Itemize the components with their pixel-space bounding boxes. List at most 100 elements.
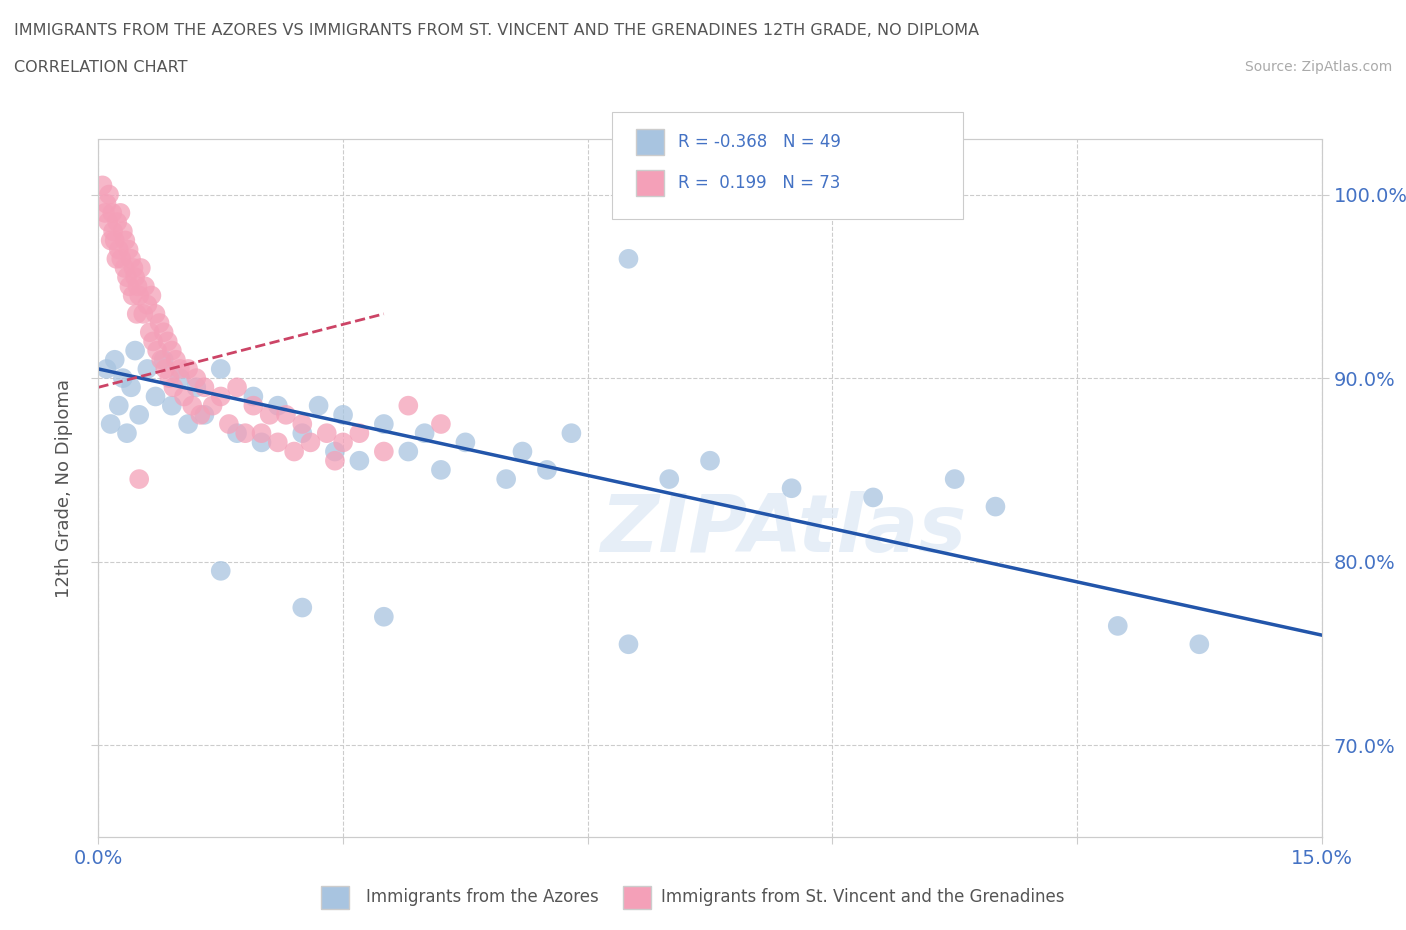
Point	[128, 288, 150, 303]
Point	[141, 288, 163, 303]
Text: ZIPAtlas: ZIPAtlas	[600, 491, 966, 569]
Point	[142, 334, 165, 349]
Point	[110, 206, 132, 220]
Point	[267, 398, 290, 413]
Point	[122, 260, 145, 275]
Point	[209, 389, 232, 404]
Point	[560, 426, 582, 441]
Point	[128, 407, 150, 422]
Point	[155, 362, 177, 377]
Point	[125, 307, 148, 322]
Point	[162, 379, 184, 394]
Point	[115, 426, 138, 441]
Point	[149, 315, 172, 330]
Text: Immigrants from St. Vincent and the Grenadines: Immigrants from St. Vincent and the Gren…	[661, 888, 1064, 907]
Point	[186, 379, 208, 394]
Point	[209, 564, 232, 578]
Text: Source: ZipAtlas.com: Source: ZipAtlas.com	[1244, 60, 1392, 74]
Point	[136, 362, 159, 377]
Point	[373, 417, 395, 432]
Point	[91, 178, 114, 193]
Text: R =  0.199   N = 73: R = 0.199 N = 73	[678, 174, 839, 193]
Point	[226, 426, 249, 441]
Point	[291, 426, 314, 441]
Point	[134, 279, 156, 294]
Point	[291, 600, 314, 615]
Point	[104, 233, 127, 248]
Point	[242, 389, 264, 404]
Point	[617, 637, 640, 652]
Point	[160, 398, 183, 413]
Point	[373, 609, 395, 624]
Point	[242, 398, 264, 413]
Point	[101, 224, 124, 239]
Point	[124, 270, 146, 285]
Point	[188, 407, 212, 422]
Point	[373, 445, 395, 459]
Point	[105, 251, 128, 266]
Point	[454, 435, 477, 450]
Point	[98, 187, 121, 202]
Point	[315, 426, 337, 441]
Point	[430, 417, 453, 432]
Point	[173, 389, 195, 404]
Point	[250, 435, 273, 450]
Point	[128, 472, 150, 486]
Point	[132, 307, 155, 322]
Point	[396, 445, 419, 459]
Point	[349, 426, 371, 441]
Point	[193, 407, 215, 422]
Point	[136, 298, 159, 312]
Point	[111, 224, 134, 239]
Text: Immigrants from the Azores: Immigrants from the Azores	[366, 888, 599, 907]
Point	[323, 453, 346, 468]
Point	[699, 453, 721, 468]
Point	[943, 472, 966, 486]
Point	[96, 362, 118, 377]
Point	[181, 398, 204, 413]
Point	[267, 435, 290, 450]
Point	[110, 251, 132, 266]
Point	[201, 398, 224, 413]
Point	[120, 379, 142, 394]
Point	[323, 445, 346, 459]
Point	[157, 371, 180, 386]
Text: R = -0.368   N = 49: R = -0.368 N = 49	[678, 133, 841, 152]
Point	[97, 215, 120, 230]
Point	[160, 343, 183, 358]
Point	[118, 279, 141, 294]
Point	[536, 462, 558, 477]
Point	[104, 352, 127, 367]
Point	[96, 196, 118, 211]
Point	[430, 462, 453, 477]
Point	[169, 371, 191, 386]
Point	[512, 445, 534, 459]
Point	[658, 472, 681, 486]
Point	[165, 352, 187, 367]
Point	[129, 260, 152, 275]
Point	[121, 288, 143, 303]
Point	[146, 343, 169, 358]
Point	[209, 362, 232, 377]
Point	[218, 417, 240, 432]
Point	[1188, 637, 1211, 652]
Point	[169, 362, 191, 377]
Point	[193, 379, 215, 394]
Point	[117, 242, 139, 257]
Point	[101, 206, 124, 220]
Point	[233, 426, 256, 441]
Point	[259, 407, 281, 422]
Point	[349, 453, 371, 468]
Point	[862, 490, 884, 505]
Point	[111, 371, 134, 386]
Text: CORRELATION CHART: CORRELATION CHART	[14, 60, 187, 75]
Point	[291, 417, 314, 432]
Point	[226, 379, 249, 394]
Point	[413, 426, 436, 441]
Text: IMMIGRANTS FROM THE AZORES VS IMMIGRANTS FROM ST. VINCENT AND THE GRENADINES 12T: IMMIGRANTS FROM THE AZORES VS IMMIGRANTS…	[14, 23, 979, 38]
Point	[1107, 618, 1129, 633]
Point	[150, 352, 173, 367]
Point	[299, 435, 322, 450]
Point	[100, 417, 122, 432]
Point	[120, 251, 142, 266]
